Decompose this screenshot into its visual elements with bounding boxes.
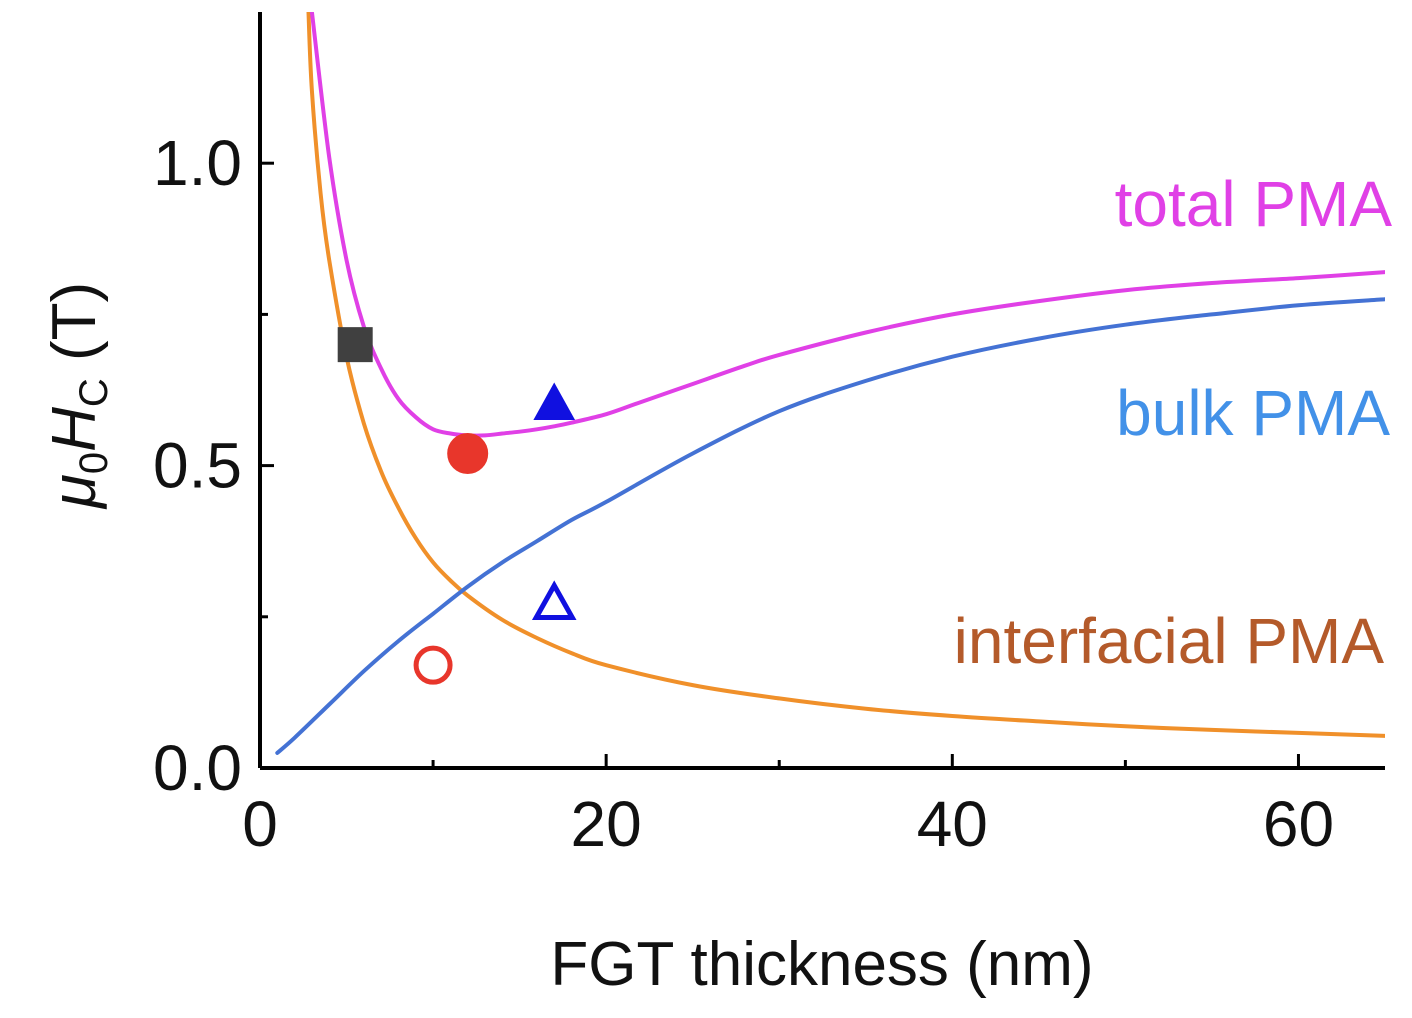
labels: total PMA bulk PMA interfacial PMA	[954, 168, 1393, 677]
data-points	[337, 327, 577, 685]
y-axis-title-mu: μ	[40, 474, 109, 510]
x-tick-label: 20	[571, 788, 642, 860]
x-tick-label: 0	[242, 788, 278, 860]
x-axis-title: FGT thickness (nm)	[550, 930, 1093, 999]
axes: 0 20 40 60 0.0 0.5 1.0	[153, 12, 1385, 860]
y-tick-label: 0.5	[153, 430, 242, 502]
y-tick-label: 0.0	[153, 732, 242, 804]
x-tick-label: 60	[1263, 788, 1334, 860]
y-axis-title-mu-sub: 0	[72, 452, 116, 474]
point-filled-triangle	[533, 382, 576, 421]
point-square	[337, 327, 373, 363]
y-axis-title-h-sub: C	[72, 378, 116, 407]
label-total-pma: total PMA	[1115, 168, 1393, 240]
curve-bulk-pma	[275, 297, 1385, 755]
label-bulk-pma: bulk PMA	[1116, 377, 1390, 449]
y-axis-title-unit: (T)	[40, 282, 109, 378]
x-tick-label: 40	[917, 788, 988, 860]
y-tick-label: 1.0	[153, 127, 242, 199]
point-open-circle	[413, 645, 453, 685]
y-axis-title: μ0HC (T)	[40, 282, 116, 510]
y-axis-title-h: H	[40, 407, 109, 452]
point-open-triangle	[531, 580, 577, 621]
curve-total-pma	[309, 12, 1385, 438]
label-interfacial-pma: interfacial PMA	[954, 605, 1385, 677]
point-filled-circle	[447, 433, 489, 475]
